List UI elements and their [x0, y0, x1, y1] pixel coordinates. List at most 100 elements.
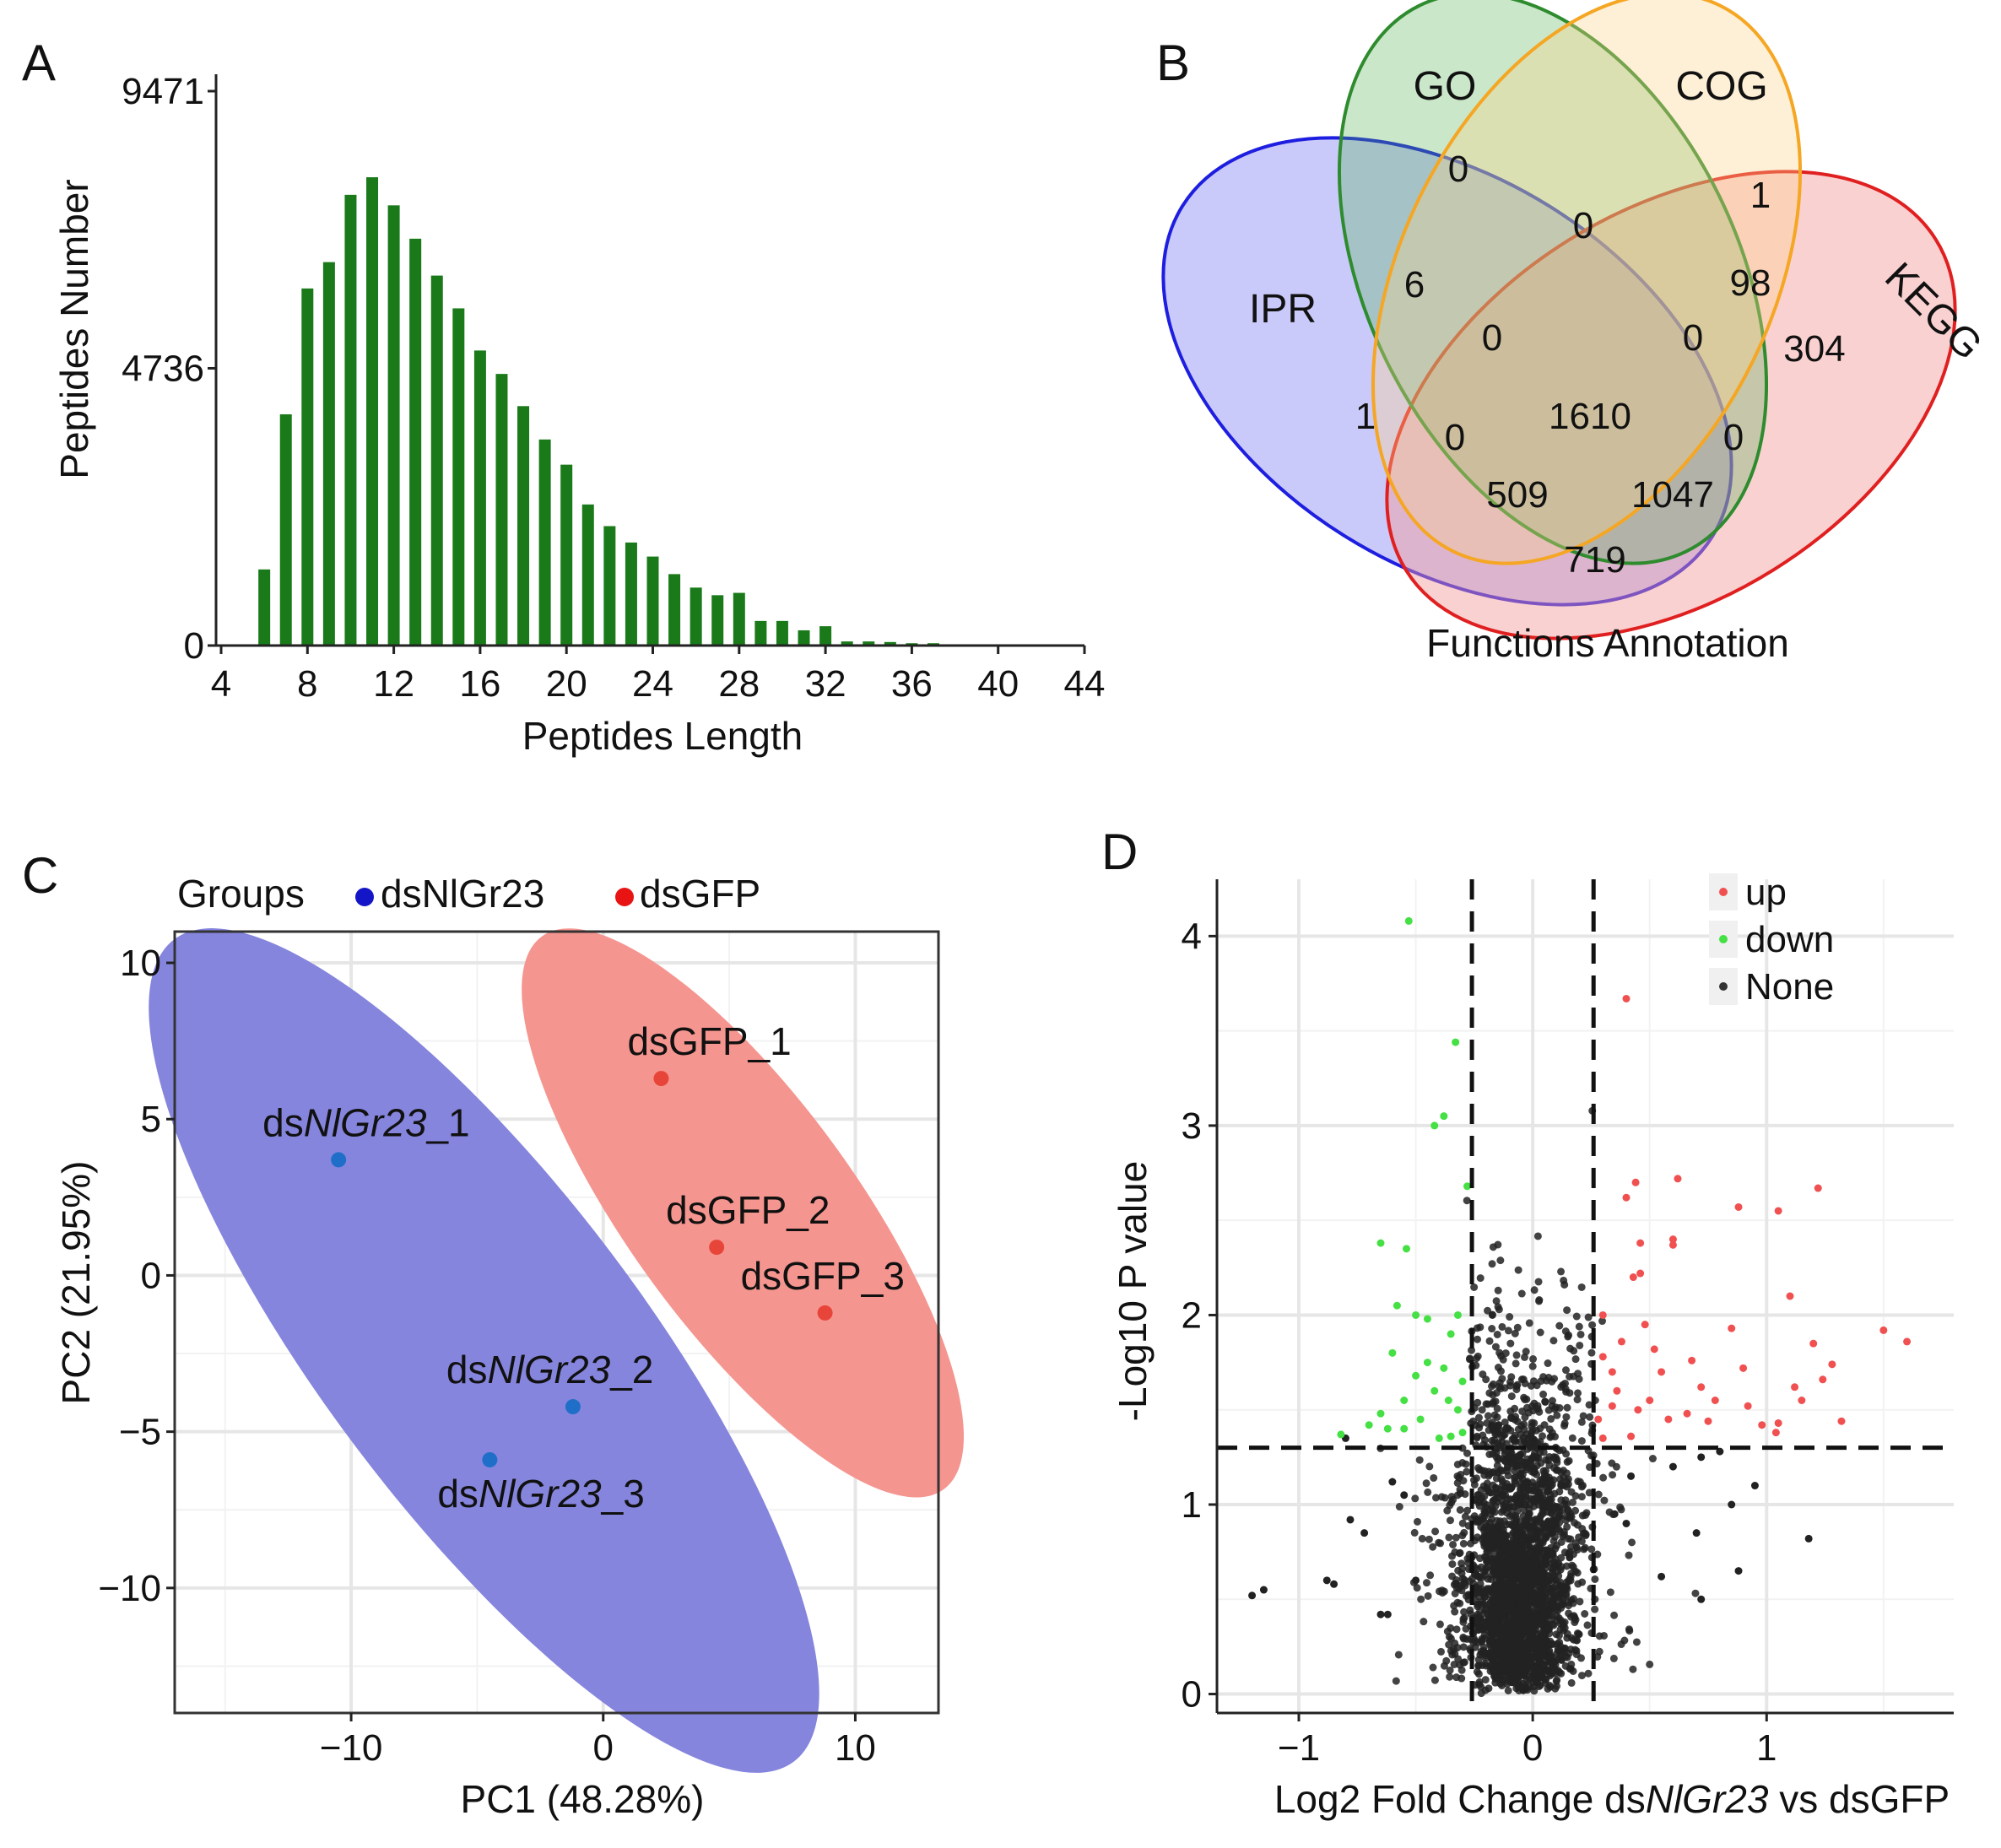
c-plot-border — [173, 930, 940, 1715]
d-point-none — [1581, 1529, 1589, 1537]
d-point-up-39 — [1744, 1402, 1752, 1410]
d-point-down-17 — [1444, 1397, 1452, 1404]
d-point-none — [1606, 1588, 1614, 1597]
c-point-1 — [565, 1399, 581, 1415]
d-point-none — [1522, 1348, 1530, 1356]
d-point-up-17 — [1650, 1345, 1658, 1354]
d-point-none — [1545, 1425, 1554, 1434]
d-point-down-24 — [1337, 1430, 1345, 1439]
d-point-none — [1547, 1414, 1555, 1423]
d-point-up-13 — [1728, 1324, 1736, 1332]
d-point-none — [1523, 1686, 1532, 1694]
d-point-up-46 — [1594, 1415, 1603, 1424]
d-point-none — [1498, 1433, 1506, 1441]
d-point-up-20 — [1739, 1364, 1748, 1372]
d-point-none-outlier — [1697, 1453, 1706, 1462]
c-y-tick-label: 0 — [141, 1255, 161, 1296]
d-point-none — [1514, 1266, 1522, 1274]
d-point-none — [1471, 1637, 1479, 1645]
d-point-up-40 — [1697, 1383, 1706, 1391]
a-bar-15 — [452, 308, 465, 646]
d-point-none — [1584, 1313, 1593, 1321]
d-point-up-28 — [1704, 1417, 1712, 1425]
d-point-up-21 — [1828, 1360, 1836, 1369]
d-point-up-35 — [1646, 1397, 1654, 1404]
d-point-none — [1457, 1674, 1466, 1683]
d-point-none — [1507, 1580, 1516, 1588]
d-point-none — [1582, 1510, 1590, 1519]
d-point-none — [1507, 1392, 1516, 1401]
d-point-none — [1530, 1399, 1539, 1408]
d-point-none — [1554, 1579, 1562, 1587]
d-point-none — [1437, 1493, 1446, 1501]
d-point-none — [1498, 1467, 1506, 1475]
d-point-none — [1448, 1552, 1457, 1560]
d-point-none — [1463, 1449, 1471, 1457]
d-point-none — [1508, 1503, 1517, 1511]
d-point-none — [1507, 1459, 1516, 1467]
d-point-none — [1576, 1478, 1584, 1486]
d-point-none — [1547, 1509, 1555, 1517]
a-bar-22 — [603, 526, 616, 646]
d-point-up-36 — [1903, 1337, 1912, 1346]
d-point-none — [1502, 1594, 1511, 1602]
d-point-none — [1410, 1528, 1419, 1537]
d-point-none — [1544, 1517, 1553, 1526]
d-point-none — [1648, 1455, 1657, 1463]
d-point-none — [1504, 1327, 1512, 1335]
panel-label-b: B — [1156, 35, 1190, 91]
d-point-none — [1463, 1506, 1472, 1515]
d-point-none-outlier — [1248, 1591, 1257, 1600]
d-point-none — [1533, 1232, 1542, 1240]
d-point-none — [1579, 1412, 1587, 1420]
d-point-up-11 — [1629, 1273, 1637, 1282]
d-point-none — [1473, 1613, 1481, 1622]
d-point-none — [1474, 1602, 1482, 1611]
a-bar-13 — [409, 238, 422, 646]
d-point-none — [1452, 1533, 1460, 1542]
c-legend-title: Groups — [177, 872, 305, 916]
d-point-none — [1486, 1543, 1495, 1552]
d-point-none — [1561, 1379, 1570, 1387]
d-point-none — [1548, 1377, 1556, 1386]
d-point-none — [1497, 1508, 1506, 1516]
d-point-none — [1451, 1639, 1459, 1647]
d-point-none — [1485, 1620, 1494, 1629]
c-ellipse-dsgfp — [522, 928, 964, 1498]
a-bar-6 — [258, 569, 271, 646]
d-point-up-25 — [1608, 1402, 1616, 1410]
d-point-none — [1556, 1475, 1565, 1483]
d-point-none — [1488, 1310, 1496, 1319]
d-point-none — [1506, 1407, 1515, 1415]
d-point-none — [1520, 1459, 1528, 1467]
d-point-none — [1415, 1456, 1424, 1464]
d-point-none — [1496, 1256, 1505, 1265]
d-point-none — [1576, 1330, 1585, 1338]
d-point-none — [1517, 1289, 1526, 1298]
d-point-none — [1491, 1343, 1500, 1351]
d-point-none — [1529, 1683, 1538, 1691]
d-point-none — [1528, 1455, 1536, 1463]
venn-region-1047: 1047 — [1631, 474, 1714, 516]
d-point-down-14 — [1412, 1371, 1420, 1380]
d-point-none — [1520, 1480, 1528, 1489]
d-point-none — [1490, 1611, 1499, 1619]
d-point-up-31 — [1837, 1417, 1846, 1425]
d-point-none — [1501, 1418, 1509, 1426]
d-point-up-7 — [1668, 1235, 1677, 1244]
d-point-none — [1506, 1378, 1514, 1386]
a-bar-26 — [690, 587, 702, 646]
d-point-none — [1459, 1633, 1468, 1641]
d-point-none — [1528, 1595, 1536, 1603]
d-point-down-28 — [1388, 1348, 1397, 1357]
d-point-none — [1557, 1656, 1566, 1664]
c-ellipse-dsnlgr23 — [149, 928, 819, 1773]
venn-region-cog-kegg: 98 — [1730, 262, 1771, 304]
d-point-none — [1514, 1648, 1522, 1656]
d-point-none — [1461, 1581, 1469, 1590]
d-point-up-15 — [1617, 1337, 1625, 1346]
d-point-none — [1549, 1594, 1558, 1602]
d-point-none — [1569, 1563, 1577, 1571]
panel-label-c: C — [22, 847, 58, 904]
